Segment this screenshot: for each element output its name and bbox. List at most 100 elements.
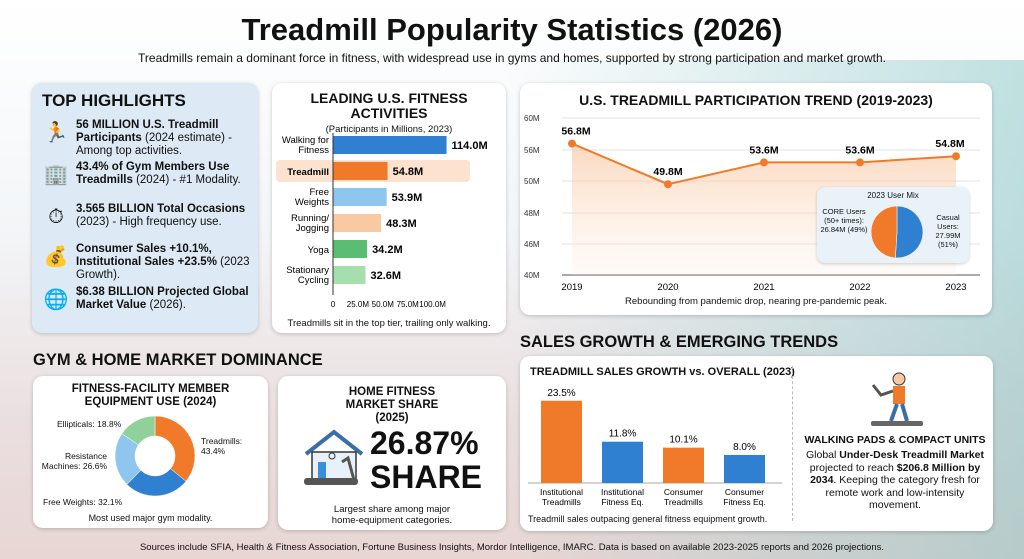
data-label: 54.8M [393, 166, 424, 178]
bar [602, 441, 643, 483]
category-label: Weights [295, 197, 329, 208]
person-on-treadmill-icon [871, 372, 923, 426]
home-share-label: SHARE [370, 459, 483, 495]
chart-caption: Most used major gym modality. [88, 513, 213, 523]
data-label: 53.9M [392, 192, 423, 204]
data-label: 32.6M [370, 270, 401, 282]
bar [333, 136, 447, 154]
equipment-donut-chart [115, 416, 195, 496]
y-tick-label: 46M [524, 240, 540, 249]
y-tick-label: 48M [524, 209, 540, 218]
data-label: 23.5% [547, 388, 575, 399]
x-tick-label: 50.0M [372, 300, 395, 309]
category-label: Fitness Eq. [601, 497, 644, 507]
category-label: Free [309, 187, 329, 198]
chart-caption: Treadmill sales outpacing general fitnes… [528, 514, 768, 524]
bar [333, 266, 366, 284]
x-tick-label: 0 [331, 300, 336, 309]
text-pre: Global [806, 449, 840, 461]
data-point [952, 152, 960, 161]
home-share-value: 26.87% [370, 425, 479, 461]
highlight-bold: Consumer Sales +10.1%, Institutional Sal… [76, 243, 217, 268]
divider [792, 366, 793, 521]
label-resistance: Resistance Machines: 26.6% [41, 451, 107, 471]
x-tick-label: 2023 [945, 282, 966, 293]
x-tick-label: 2022 [849, 282, 870, 293]
footer-sources: Sources include SFIA, Health & Fitness A… [139, 542, 885, 553]
section-heading-gym-home: GYM & HOME MARKET DOMINANCE [33, 351, 323, 369]
text-mid: projected to reach [809, 461, 897, 474]
category-label: Consumer [725, 487, 764, 497]
home-share-caption: Largest share among major home-equipment… [331, 504, 453, 526]
highlights-heading: TOP HIGHLIGHTS [42, 91, 186, 110]
highlight-bold: $6.38 BILLION Projected Global Market Va… [76, 286, 249, 311]
text-bold-market: Under-Desk Treadmill Market [839, 449, 984, 461]
walking-pads-text: Global Under-Desk Treadmill Market proje… [800, 449, 990, 512]
data-point [664, 180, 672, 189]
data-label: 8.0% [733, 442, 756, 453]
highlight-item: 💰 Consumer Sales +10.1%, Institutional Sa… [42, 243, 254, 282]
y-tick-label: 40M [524, 271, 540, 280]
home-share-title: HOME FITNESS MARKET SHARE (2025) [345, 386, 439, 424]
page-subtitle: Treadmills remain a dominant force in fi… [138, 51, 886, 65]
leading-activities-card: LEADING U.S. FITNESS ACTIVITIES (Partici… [272, 83, 506, 333]
data-label: 53.6M [845, 144, 874, 156]
category-label: Treadmills [664, 497, 703, 507]
x-tick-label: 2021 [753, 282, 774, 293]
data-point [856, 158, 864, 167]
label-treadmills: Treadmills: 43.4% [201, 436, 243, 456]
highlight-text: Consumer Sales +10.1%, Institutional Sal… [76, 243, 254, 282]
data-label: 114.0M [452, 140, 488, 152]
highlight-item: 🏢 43.4% of Gym Members Use Treadmills (20… [42, 161, 254, 189]
participation-trend-card: U.S. TREADMILL PARTICIPATION TREND (2019… [520, 83, 992, 315]
category-label: Consumer [664, 487, 703, 497]
highlight-bold: 56 MILLION U.S. Treadmill Participants [76, 119, 219, 144]
x-tick-label: 75.0M [397, 300, 420, 309]
chart-title: TREADMILL SALES GROWTH vs. OVERALL (2023… [530, 366, 795, 378]
data-label: 49.8M [653, 166, 682, 178]
category-label: Stationary [286, 265, 329, 276]
data-point [568, 139, 576, 148]
donut-segment [121, 416, 156, 446]
y-tick-label: 50M [524, 177, 540, 186]
category-label: Yoga [308, 245, 330, 256]
highlight-rest: (2026). [146, 299, 186, 311]
data-label: 48.3M [386, 218, 417, 230]
data-label: 56.8M [561, 126, 590, 138]
x-tick-label: 2020 [657, 282, 678, 293]
data-label: 34.2M [372, 244, 403, 256]
globe-icon: 🌐 [43, 288, 69, 311]
casual-users-label: Casual Users: 27.99M (51%) [935, 213, 961, 249]
section-heading-sales: SALES GROWTH & EMERGING TRENDS [520, 333, 839, 351]
category-label: Cycling [298, 275, 329, 286]
highlight-item: 🏃 56 MILLION U.S. Treadmill Participants … [42, 119, 254, 158]
category-label: Running/ [291, 213, 329, 224]
highlight-rest: (2024) - #1 Modality. [132, 174, 241, 186]
label-free-weights: Free Weights: 32.1% [43, 497, 123, 507]
highlight-text: 43.4% of Gym Members Use Treadmills (202… [76, 161, 254, 189]
x-tick-label: 100.0M [419, 300, 446, 309]
sales-growth-card: TREADMILL SALES GROWTH vs. OVERALL (2023… [520, 356, 993, 531]
bar [663, 447, 704, 483]
chart-title: LEADING U.S. FITNESS ACTIVITIES [310, 90, 468, 121]
runner-icon: 🏃 [43, 121, 69, 144]
sales-growth-bar-chart: 23.5%InstitutionalTreadmills11.8%Institu… [528, 388, 782, 507]
bar [541, 400, 582, 483]
user-mix-title: 2023 User Mix [867, 191, 919, 200]
x-tick-label: 2019 [561, 282, 582, 293]
chart-caption: Rebounding from pandemic drop, nearing p… [625, 296, 887, 307]
bar [333, 214, 382, 232]
money-bag-growth-icon: 💰 [43, 245, 69, 268]
category-label: Jogging [296, 223, 329, 234]
category-label: Fitness Eq. [723, 497, 766, 507]
data-point [760, 158, 768, 167]
chart-title: U.S. TREADMILL PARTICIPATION TREND (2019… [579, 92, 933, 108]
bar [333, 240, 368, 258]
house-treadmill-icon [304, 429, 364, 485]
equipment-use-card: FITNESS-FACILITY MEMBER EQUIPMENT USE (2… [33, 376, 268, 528]
pie-slice [870, 205, 898, 259]
chart-title: FITNESS-FACILITY MEMBER EQUIPMENT USE (2… [71, 383, 230, 408]
y-tick-label: 60M [524, 114, 540, 123]
y-tick-label: 56M [524, 146, 540, 155]
